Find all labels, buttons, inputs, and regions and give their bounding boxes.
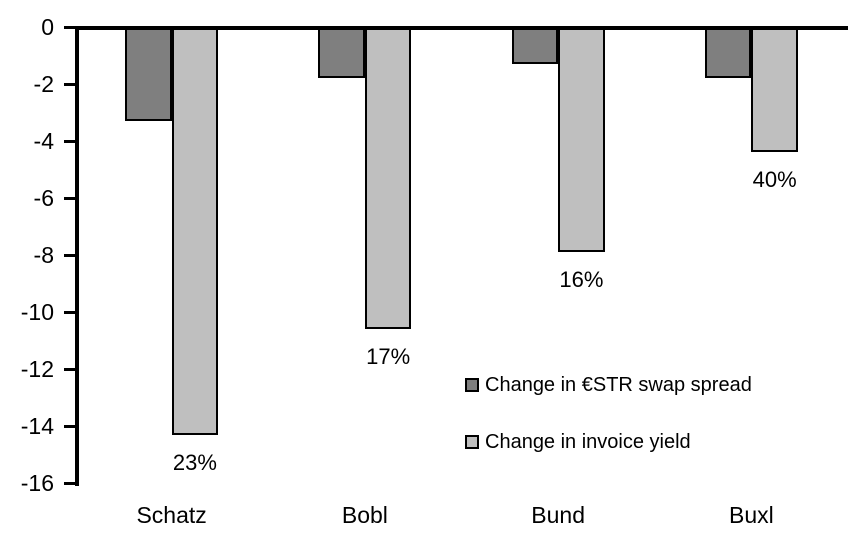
y-tick-mark: [64, 83, 75, 86]
legend-swatch-dark-icon: [465, 378, 479, 392]
bar-invoice-yield-schatz: [171, 27, 219, 435]
x-category-label-schatz: Schatz: [136, 502, 207, 528]
y-tick-mark: [64, 197, 75, 200]
legend-item-swap-spread: Change in €STR swap spread: [465, 372, 752, 398]
x-category-label-buxl: Buxl: [729, 502, 774, 528]
x-category-label-bund: Bund: [531, 502, 585, 528]
y-tick-label: 0: [41, 14, 54, 40]
legend-swatch-light-icon: [465, 435, 479, 449]
y-tick-mark: [64, 425, 75, 428]
y-tick-label: -2: [33, 71, 54, 97]
bar-swap-spread-schatz: [125, 27, 172, 122]
bar-invoice-yield-bobl: [364, 27, 412, 330]
y-tick-mark: [64, 254, 75, 257]
y-tick-label: -10: [20, 299, 54, 325]
bar-swap-spread-bobl: [318, 27, 365, 79]
y-axis-line: [75, 26, 79, 486]
bar-invoice-yield-buxl: [751, 27, 798, 153]
y-tick-label: -16: [20, 470, 54, 496]
y-tick-label: -8: [33, 242, 54, 268]
y-tick-mark: [64, 311, 75, 314]
x-category-label-bobl: Bobl: [341, 502, 388, 528]
y-tick-mark: [64, 140, 75, 143]
legend-label-swap-spread: Change in €STR swap spread: [485, 374, 752, 396]
bar-value-label: 40%: [752, 167, 797, 193]
bar-swap-spread-bund: [511, 27, 559, 65]
bar-swap-spread-buxl: [704, 27, 752, 79]
legend-label-invoice-yield: Change in invoice yield: [485, 431, 691, 453]
x-axis-line: [75, 26, 848, 30]
legend-item-invoice-yield: Change in invoice yield: [465, 429, 691, 455]
bar-invoice-yield-bund: [558, 27, 605, 253]
y-tick-label: -6: [33, 185, 54, 211]
bar-value-label: 16%: [559, 267, 604, 293]
y-tick-label: -14: [20, 413, 54, 439]
y-tick-label: -4: [33, 128, 54, 154]
y-tick-mark: [64, 482, 75, 485]
y-tick-label: -12: [20, 356, 54, 382]
y-tick-mark: [64, 26, 75, 29]
bar-value-label: 17%: [366, 344, 411, 370]
bar-value-label: 23%: [172, 449, 217, 475]
y-tick-mark: [64, 368, 75, 371]
